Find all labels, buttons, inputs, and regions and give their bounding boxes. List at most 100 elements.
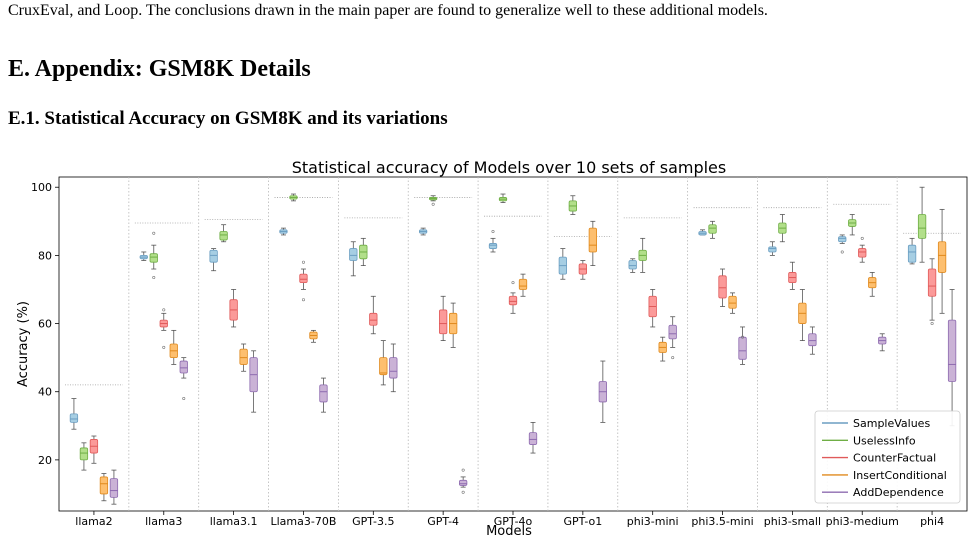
box-counterfactual-gpt-4 [439, 295, 448, 341]
x-tick-label: GPT-o1 [563, 515, 602, 528]
box-adddependence-phi3-medium [878, 333, 887, 352]
box-iqr [907, 244, 917, 263]
box-adddependence-phi3-small [808, 326, 817, 355]
boxplot-figure: 20 40 60 80 100 llama2 llama3 llama3.1 Llama3-70… [16, 158, 968, 539]
outlier-point [431, 202, 435, 206]
box-iqr [69, 413, 79, 423]
box-uselessinfo-phi3-mini [638, 237, 647, 273]
x-axis-label: Models [486, 524, 532, 539]
box-insertconditional-llama2 [99, 473, 109, 502]
outlier-point [930, 322, 934, 326]
outlier-point [860, 236, 864, 240]
box-counterfactual-llama2 [89, 435, 99, 464]
section-heading: E. Appendix: GSM8K Details [8, 56, 311, 82]
box-samplevalues-gpt-4 [419, 227, 428, 236]
box-uselessinfo-gpt-o1 [568, 195, 577, 215]
box-iqr [838, 236, 847, 243]
box-samplevalues-gpt-4o [488, 230, 498, 253]
box-iqr [379, 357, 388, 376]
box-adddependence-gpt-o1 [598, 360, 607, 423]
box-samplevalues-gpt-o1 [558, 248, 567, 280]
box-iqr [588, 227, 597, 253]
box-iqr [628, 260, 637, 270]
outlier-point [671, 356, 675, 360]
x-tick-label: llama3.1 [210, 515, 258, 528]
outlier-point [152, 276, 156, 280]
box-iqr [149, 253, 158, 263]
box-insertconditional-phi3-mini [658, 336, 667, 362]
box-iqr [937, 241, 947, 273]
box-insertconditional-phi3-small [798, 289, 807, 341]
legend-label: CounterFactual [853, 452, 936, 465]
box-iqr [299, 273, 308, 284]
outlier-point [511, 281, 515, 285]
box-uselessinfo-phi3.5-mini [708, 220, 717, 239]
box-insertconditional-gpt-3.5 [379, 340, 388, 386]
box-counterfactual-llama3-70b [299, 260, 308, 302]
chart-legend: SampleValues UselessInfo CounterFactual Ins… [814, 410, 961, 504]
outlier-point [461, 490, 465, 494]
box-insertconditional-gpt-4o [518, 273, 528, 297]
outlier-point [162, 345, 166, 349]
x-tick-label: phi3-mini [627, 515, 679, 528]
legend-label: AddDependence [853, 486, 944, 499]
box-iqr [99, 476, 109, 495]
box-insertconditional-llama3.1 [239, 343, 248, 372]
box-counterfactual-gpt-o1 [578, 260, 587, 280]
box-counterfactual-phi3-medium [858, 236, 867, 263]
box-uselessinfo-llama2 [79, 442, 89, 471]
outlier-point [840, 250, 844, 254]
x-tick-label: phi3.5-mini [691, 515, 753, 528]
box-iqr [79, 447, 89, 461]
box-adddependence-llama3.1 [249, 350, 258, 413]
box-counterfactual-gpt-3.5 [369, 295, 378, 335]
box-insertconditional-gpt-o1 [588, 220, 597, 267]
outlier-point [162, 308, 166, 312]
box-adddependence-llama2 [109, 469, 119, 505]
x-tick-label: Llama3-70B [271, 515, 337, 528]
y-tick-label: 20 [38, 454, 52, 467]
box-adddependence-llama3 [179, 357, 188, 401]
y-tick-label: 40 [38, 386, 52, 399]
box-iqr [209, 249, 218, 263]
x-tick-label: GPT-3.5 [352, 515, 394, 528]
box-insertconditional-llama3-70b [309, 329, 318, 343]
box-samplevalues-phi3-mini [628, 258, 637, 273]
x-tick-label: phi4 [920, 515, 944, 528]
subsection-heading: E.1. Statistical Accuracy on GSM8K and i… [8, 108, 448, 129]
box-samplevalues-phi3-medium [838, 234, 847, 254]
box-samplevalues-llama3.1 [209, 248, 218, 272]
box-counterfactual-phi3-mini [648, 289, 657, 328]
box-iqr [219, 231, 228, 241]
box-iqr [389, 357, 398, 379]
intro-text-line: CruxEval, and Loop. The conclusions draw… [8, 2, 768, 19]
box-insertconditional-phi3-medium [868, 272, 877, 297]
box-iqr [718, 275, 727, 299]
chart-title: Statistical accuracy of Models over 10 s… [292, 158, 726, 177]
x-tick-label: llama3 [145, 515, 182, 528]
box-iqr [858, 248, 867, 258]
x-tick-label: GPT-4o [494, 515, 533, 528]
outlier-point [301, 298, 305, 302]
box-adddependence-gpt-4o [528, 421, 538, 454]
box-samplevalues-phi3-small [768, 241, 777, 256]
box-iqr [179, 360, 188, 374]
box-adddependence-gpt-4 [459, 468, 468, 494]
box-samplevalues-llama2 [69, 398, 79, 430]
box-samplevalues-llama3 [139, 251, 148, 261]
box-samplevalues-phi4 [907, 237, 917, 265]
box-counterfactual-phi3-small [788, 261, 797, 290]
box-iqr [369, 312, 378, 326]
box-insertconditional-phi3.5-mini [728, 292, 737, 314]
box-iqr [768, 246, 777, 253]
box-iqr [239, 348, 248, 365]
box-iqr [668, 324, 677, 340]
outlier-point [491, 230, 495, 234]
box-samplevalues-llama3-70b [279, 227, 288, 236]
box-iqr [488, 243, 498, 249]
legend-frame [814, 410, 961, 504]
box-counterfactual-llama3 [159, 308, 168, 349]
box-iqr [917, 214, 927, 239]
outlier-point [741, 335, 745, 339]
box-iqr [708, 224, 717, 234]
